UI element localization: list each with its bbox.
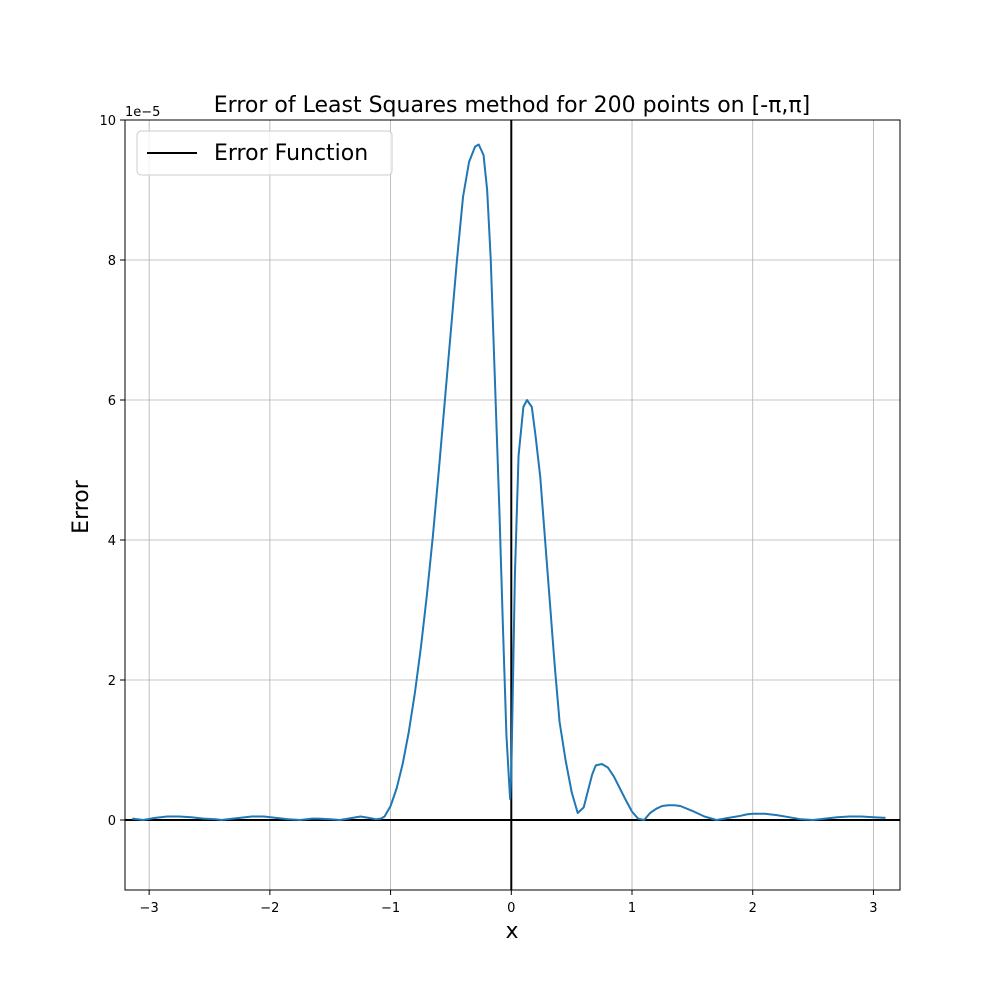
y-tick-label-0: 0 [108,814,116,829]
y-offset-label: 1e−5 [125,105,160,120]
chart-title: Error of Least Squares method for 200 po… [214,93,810,118]
x-tick-label-0: −3 [140,901,159,916]
x-tick-label-1: −2 [260,901,279,916]
x-tick-label-4: 1 [628,901,636,916]
y-axis-label: Error [69,479,94,534]
y-tick-label-2: 4 [108,534,116,549]
x-tick-label-3: 0 [507,901,515,916]
y-tick-label-3: 6 [108,394,116,409]
legend-label-error-function: Error Function [214,141,368,166]
x-axis-label: x [505,919,518,944]
x-axis-ticks: −3 −2 −1 0 1 2 3 [140,890,878,916]
x-tick-label-2: −1 [381,901,400,916]
y-axis-ticks: 0 2 4 6 8 10 [99,114,125,829]
y-tick-label-4: 8 [108,254,116,269]
plot-area [125,120,900,890]
y-tick-label-1: 2 [108,674,116,689]
legend: Error Function [136,130,393,176]
legend-box [136,130,393,176]
series-layer [132,143,886,821]
y-tick-label-5: 10 [99,114,116,129]
series-line-0 [132,143,886,821]
x-tick-label-5: 2 [749,901,757,916]
x-tick-label-6: 3 [869,901,877,916]
plot-frame [124,119,901,891]
